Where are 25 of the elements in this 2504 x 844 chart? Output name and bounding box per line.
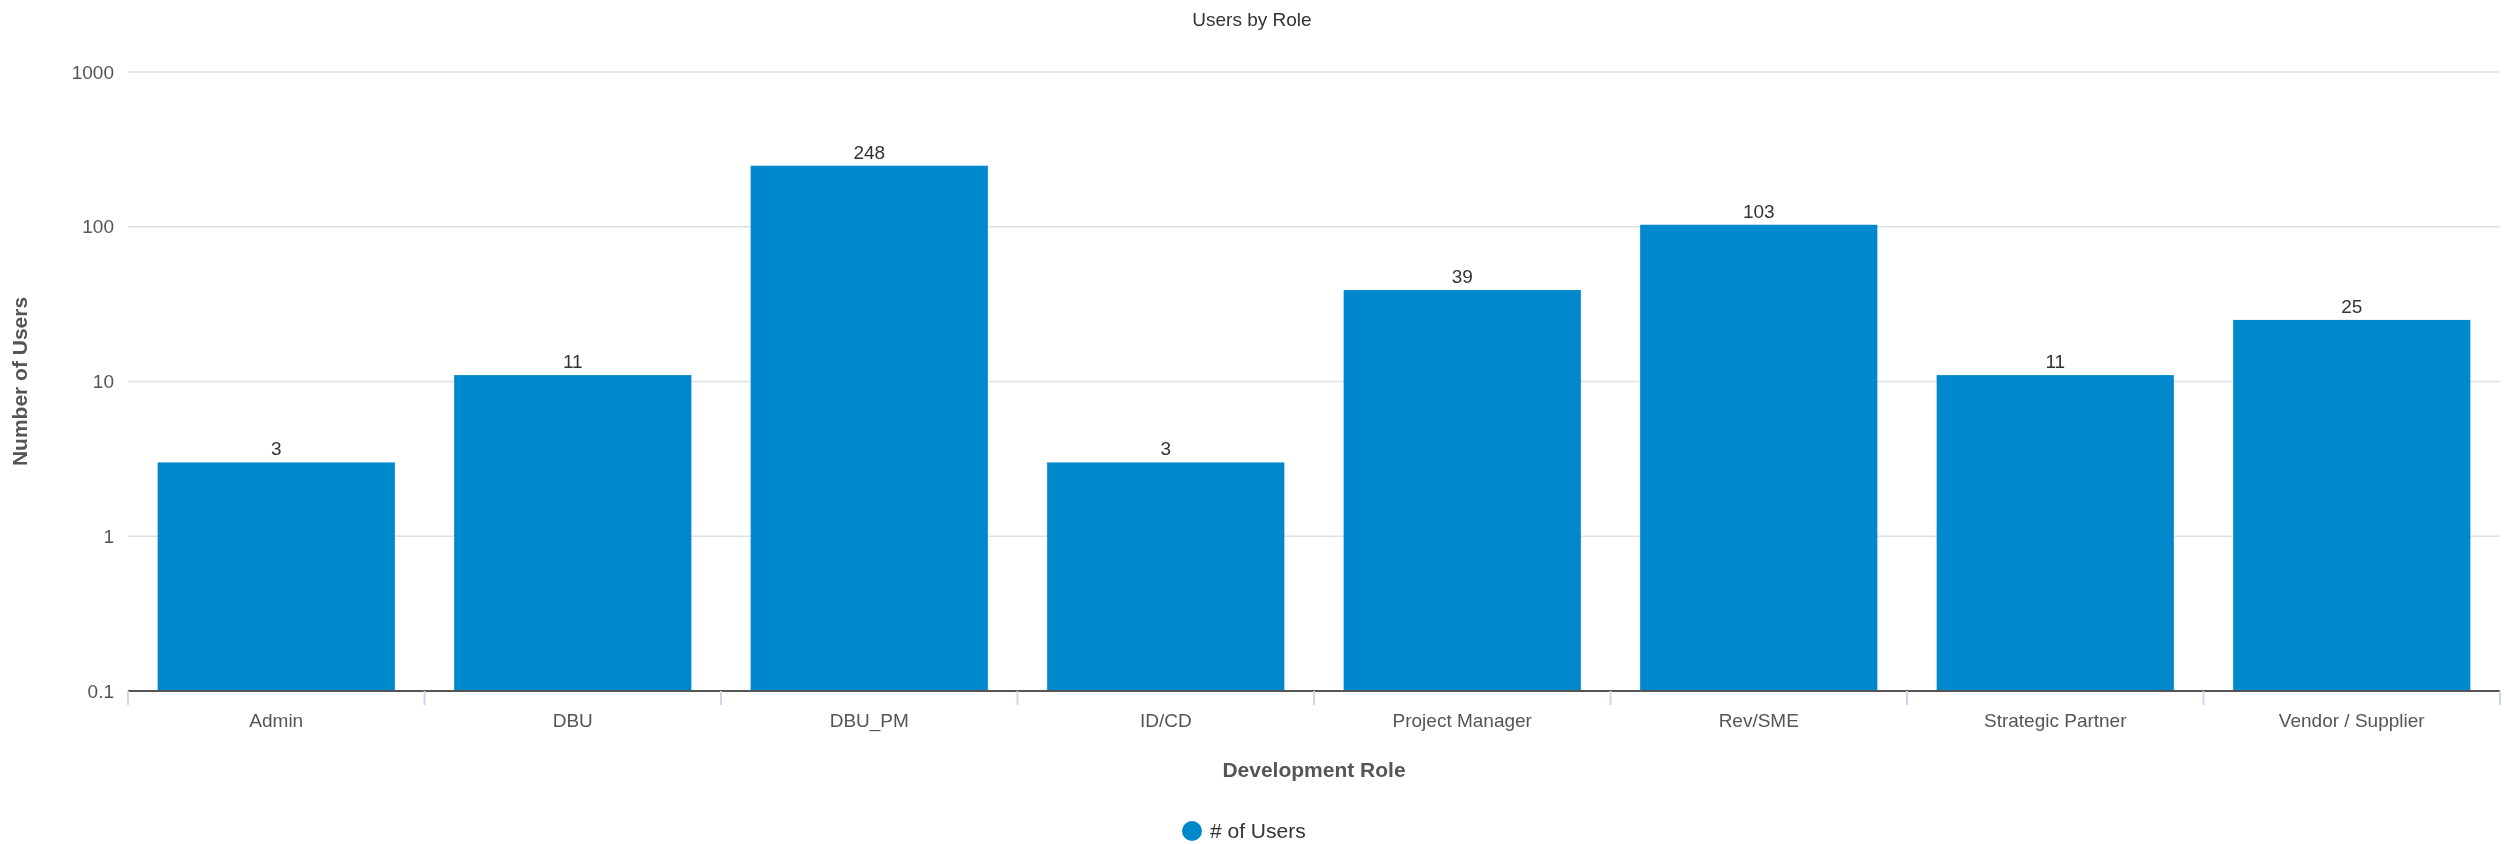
data-label: 3 bbox=[1160, 438, 1172, 460]
data-label: 11 bbox=[2045, 351, 2066, 373]
x-tick-label: Admin bbox=[249, 710, 304, 731]
y-axis-title: Number of Users bbox=[8, 296, 31, 467]
legend-label: # of Users bbox=[1210, 819, 1306, 843]
data-label: 39 bbox=[1451, 266, 1473, 288]
data-label: 248 bbox=[853, 141, 886, 163]
y-tick-label: 1000 bbox=[71, 61, 114, 83]
data-label: 3 bbox=[270, 438, 282, 460]
x-tick-label: Project Manager bbox=[1392, 710, 1533, 731]
x-axis-title: Development Role bbox=[1222, 758, 1406, 781]
data-label: 103 bbox=[1742, 200, 1775, 222]
data-label: 11 bbox=[562, 351, 583, 373]
x-tick-label: Strategic Partner bbox=[1983, 710, 2128, 731]
chart-title: Users by Role bbox=[1192, 9, 1312, 30]
y-tick-label: 1 bbox=[103, 525, 114, 547]
x-tick-label: ID/CD bbox=[1139, 710, 1192, 731]
x-tick-label: DBU bbox=[552, 710, 593, 731]
x-tick-label: Vendor / Supplier bbox=[2278, 710, 2426, 731]
y-tick-label: 100 bbox=[82, 216, 114, 238]
y-tick-label: 10 bbox=[92, 371, 114, 393]
x-tick-label: Rev/SME bbox=[1718, 710, 1799, 731]
y-tick-label: 0.1 bbox=[87, 680, 114, 702]
x-tick-label: DBU_PM bbox=[829, 710, 909, 732]
data-label: 25 bbox=[2341, 295, 2363, 317]
